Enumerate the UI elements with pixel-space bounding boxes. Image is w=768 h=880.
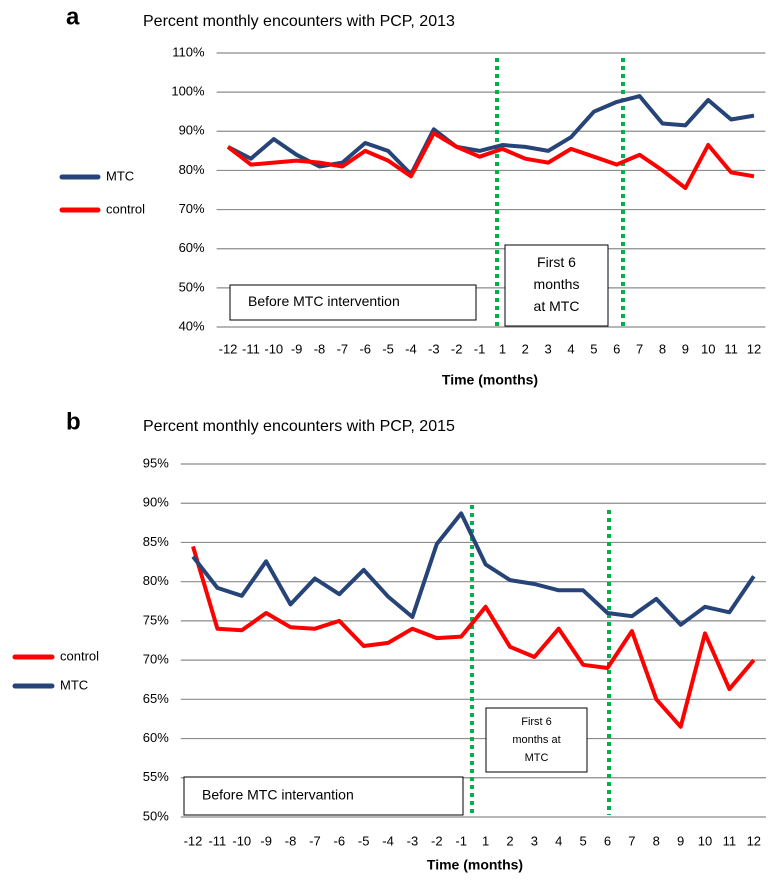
- y-tick-label: 100%: [171, 84, 205, 99]
- x-tick-label: 12: [747, 833, 761, 848]
- x-tick-label: -1: [455, 833, 467, 848]
- y-tick-label: 80%: [143, 573, 169, 588]
- series-line: [227, 94, 755, 177]
- x-tick-label: 9: [682, 341, 689, 356]
- x-tick-label: -3: [428, 341, 440, 356]
- legend-label: MTC: [60, 677, 88, 692]
- x-tick-label: -11: [242, 341, 260, 356]
- y-tick-label: 50%: [179, 279, 205, 294]
- series-line: [226, 131, 755, 190]
- x-tick-label: -2: [431, 833, 443, 848]
- y-tick-label: 90%: [179, 123, 205, 138]
- annotation-box: [183, 776, 464, 816]
- annotation-text: First 6: [521, 716, 552, 728]
- x-tick-label: -1: [474, 341, 486, 356]
- x-tick-label: -8: [285, 833, 297, 848]
- x-tick-label: -3: [407, 833, 419, 848]
- x-tick-label: 8: [659, 341, 666, 356]
- x-tick-label: 7: [628, 833, 635, 848]
- y-tick-label: 80%: [179, 162, 205, 177]
- annotation-text: months: [534, 276, 580, 292]
- y-tick-label: 60%: [179, 240, 205, 255]
- x-tick-label: -11: [208, 833, 226, 848]
- annotation-text: Before MTC intervantion: [202, 787, 354, 803]
- x-tick-label: 4: [567, 341, 574, 356]
- annotation-text: Before MTC intervention: [248, 293, 400, 309]
- x-tick-label: -9: [260, 833, 272, 848]
- annotation-box: [229, 284, 477, 321]
- x-tick-label: -9: [291, 341, 303, 356]
- annotation-text: months at: [512, 734, 560, 746]
- x-tick-label: -6: [334, 833, 346, 848]
- chart-title: Percent monthly encounters with PCP, 201…: [143, 418, 455, 435]
- x-tick-label: 11: [724, 341, 738, 356]
- y-tick-label: 90%: [143, 495, 169, 510]
- x-tick-label: 5: [590, 341, 597, 356]
- x-tick-label: 6: [613, 341, 620, 356]
- x-tick-label: 10: [701, 341, 715, 356]
- x-tick-label: 7: [636, 341, 643, 356]
- x-tick-label: -12: [219, 341, 238, 356]
- annotation-box: [485, 707, 588, 773]
- x-tick-label: 12: [747, 341, 761, 356]
- series-line: [191, 545, 756, 729]
- x-tick-label: 11: [723, 833, 737, 848]
- y-tick-label: 85%: [143, 534, 169, 549]
- x-tick-label: 1: [482, 833, 489, 848]
- legend-label: control: [106, 201, 145, 216]
- x-tick-label: 3: [545, 341, 552, 356]
- x-tick-label: -7: [337, 341, 349, 356]
- x-tick-label: 1: [499, 341, 506, 356]
- annotation-text: MTC: [525, 752, 549, 764]
- legend-label: control: [60, 648, 99, 663]
- y-tick-label: 50%: [143, 808, 169, 823]
- x-tick-label: -7: [309, 833, 321, 848]
- x-tick-label: -8: [314, 341, 326, 356]
- x-tick-label: 9: [677, 833, 684, 848]
- x-tick-label: -12: [184, 833, 203, 848]
- y-tick-label: 75%: [143, 612, 169, 627]
- x-tick-label: 2: [522, 341, 529, 356]
- panel-label: b: [66, 408, 81, 435]
- x-tick-label: -6: [359, 341, 371, 356]
- x-axis-title: Time (months): [427, 857, 523, 873]
- x-tick-label: -4: [405, 341, 417, 356]
- legend-label: MTC: [106, 168, 134, 183]
- series-line: [191, 511, 756, 627]
- y-tick-label: 110%: [172, 44, 205, 59]
- x-axis-title: Time (months): [442, 372, 538, 388]
- y-tick-label: 60%: [143, 730, 169, 745]
- y-tick-label: 70%: [143, 652, 169, 667]
- annotation-box: [504, 244, 609, 327]
- x-tick-label: -4: [382, 833, 394, 848]
- x-tick-label: 4: [555, 833, 562, 848]
- x-tick-label: -10: [264, 341, 283, 356]
- x-tick-label: -2: [451, 341, 463, 356]
- x-tick-label: 5: [580, 833, 587, 848]
- y-tick-label: 40%: [179, 318, 205, 333]
- chart-title: Percent monthly encounters with PCP, 201…: [143, 13, 455, 30]
- x-tick-label: -5: [382, 341, 394, 356]
- x-tick-label: 10: [698, 833, 712, 848]
- y-tick-label: 95%: [143, 455, 169, 470]
- y-tick-label: 70%: [179, 201, 205, 216]
- y-tick-label: 65%: [143, 691, 169, 706]
- x-tick-label: 8: [653, 833, 660, 848]
- x-tick-label: 3: [531, 833, 538, 848]
- x-tick-label: -5: [358, 833, 370, 848]
- panel-label: a: [66, 3, 80, 30]
- annotation-text: at MTC: [534, 298, 580, 314]
- x-tick-label: -10: [232, 833, 251, 848]
- x-tick-label: 2: [506, 833, 513, 848]
- annotation-text: First 6: [537, 254, 576, 270]
- x-tick-label: 6: [604, 833, 611, 848]
- y-tick-label: 55%: [143, 769, 169, 784]
